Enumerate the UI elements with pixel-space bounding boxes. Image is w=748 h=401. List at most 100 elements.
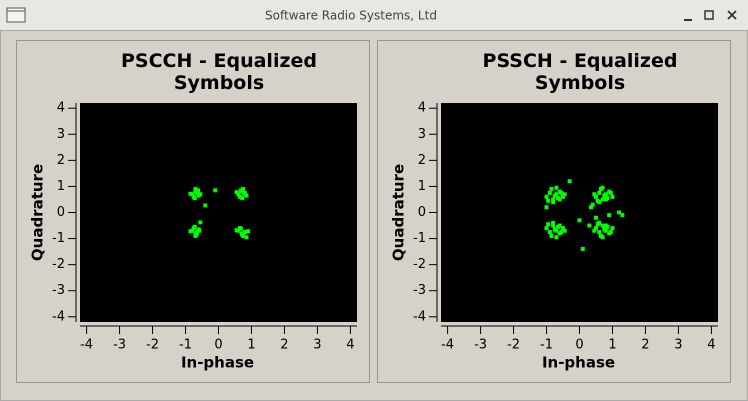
point [544, 194, 549, 199]
x-tick-label: 3 [674, 338, 682, 353]
point [240, 196, 245, 201]
y-tick-label: 3 [418, 127, 426, 142]
point [552, 193, 557, 198]
x-tick-label: 0 [214, 338, 222, 353]
point [234, 190, 239, 195]
x-tick-label: 1 [608, 338, 616, 353]
x-tick-label: 2 [280, 338, 288, 353]
x-tick-label: -3 [113, 338, 126, 353]
plot-area [80, 103, 357, 322]
panel [16, 40, 370, 383]
point [549, 233, 554, 238]
point [192, 196, 197, 201]
y-tick-label: 1 [57, 179, 65, 194]
point [188, 191, 193, 196]
point [567, 179, 572, 184]
y-tick-label: 4 [57, 101, 65, 116]
x-tick-label: -2 [146, 338, 159, 353]
point [195, 190, 200, 195]
y-axis-label: Quadrature [29, 164, 47, 261]
point [600, 235, 605, 240]
point [551, 197, 556, 202]
y-tick-label: -3 [413, 283, 426, 298]
point [554, 235, 559, 240]
point [544, 226, 549, 231]
y-tick-label: -2 [413, 257, 426, 272]
y-tick-label: 3 [57, 127, 65, 142]
x-tick-label: -3 [474, 338, 487, 353]
point [241, 187, 246, 192]
point [597, 200, 602, 205]
point [593, 194, 598, 199]
x-axis-label: In-phase [181, 354, 254, 372]
x-axis-label: In-phase [542, 354, 615, 372]
point [551, 200, 556, 205]
point [203, 203, 208, 208]
point [562, 228, 567, 233]
point [593, 226, 598, 231]
y-tick-label: -2 [52, 257, 65, 272]
point [610, 226, 615, 231]
window-title: Software Radio Systems, Ltd [265, 9, 437, 23]
x-tick-label: -2 [507, 338, 520, 353]
point [238, 226, 243, 231]
x-tick-label: 4 [707, 338, 715, 353]
x-tick-label: 0 [575, 338, 583, 353]
point [593, 215, 598, 220]
point [592, 192, 597, 197]
x-tick-label: 3 [313, 338, 321, 353]
point [244, 193, 249, 198]
x-tick-label: -4 [441, 338, 454, 353]
point [198, 220, 203, 225]
point [552, 227, 557, 232]
y-tick-label: 2 [418, 153, 426, 168]
point [590, 202, 595, 207]
point [602, 193, 607, 198]
point [196, 188, 201, 193]
x-tick-label: -1 [540, 338, 553, 353]
chart-title: PSSCH - Equalized Symbols [482, 50, 678, 94]
point [554, 185, 559, 190]
x-tick-label: 1 [247, 338, 255, 353]
y-tick-label: -4 [413, 309, 426, 324]
y-tick-label: -1 [52, 231, 65, 246]
point [561, 194, 566, 199]
y-tick-label: 0 [57, 205, 65, 220]
point [197, 228, 202, 233]
point [597, 220, 602, 225]
point [551, 220, 556, 225]
point [544, 205, 549, 210]
title-bar [0, 0, 748, 30]
close-button[interactable] [727, 10, 737, 20]
point [549, 187, 554, 192]
chart-title: PSCCH - Equalized Symbols [120, 50, 317, 94]
point [562, 192, 567, 197]
point [238, 188, 243, 193]
point [597, 190, 602, 195]
y-tick-label: -3 [52, 283, 65, 298]
point [577, 218, 582, 223]
point [600, 223, 605, 228]
point [246, 229, 251, 234]
point [608, 230, 613, 235]
y-tick-label: 0 [418, 205, 426, 220]
point [617, 210, 622, 215]
y-tick-label: -1 [413, 231, 426, 246]
point [557, 197, 562, 202]
point [561, 226, 566, 231]
y-tick-label: 4 [418, 101, 426, 116]
point [546, 222, 551, 227]
y-tick-label: 1 [418, 179, 426, 194]
point [603, 197, 608, 202]
maximize-button[interactable] [704, 10, 714, 20]
y-axis-label: Quadrature [390, 164, 408, 261]
point [589, 205, 594, 210]
point [557, 223, 562, 228]
point [547, 230, 552, 235]
point [192, 224, 197, 229]
point [234, 228, 239, 233]
point [546, 198, 551, 203]
x-tick-label: 4 [346, 338, 354, 353]
point [242, 191, 247, 196]
